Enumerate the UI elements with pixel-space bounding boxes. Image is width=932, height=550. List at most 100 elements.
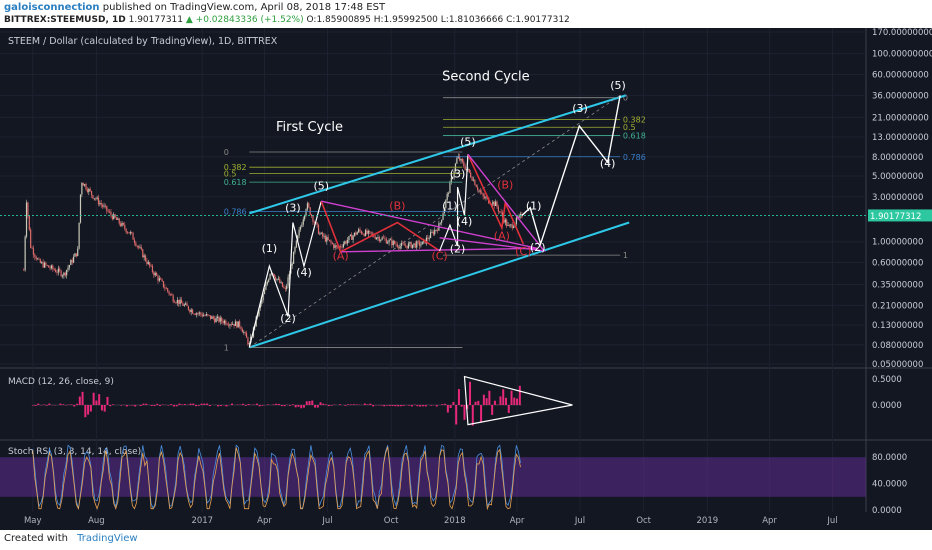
chart-svg[interactable]: 170.00000000 100.00000000 60.00000000 36.00… <box>0 28 932 530</box>
candle-body <box>173 301 176 303</box>
candle-body <box>441 219 443 223</box>
x-tick-label: May <box>24 516 42 526</box>
wave-label: (3) <box>285 201 301 214</box>
candle-body <box>66 269 68 276</box>
candle-body <box>204 315 206 317</box>
candle-body <box>245 332 248 338</box>
candle-body <box>41 262 43 263</box>
candle-body <box>90 190 93 196</box>
candle-body <box>34 254 36 257</box>
wave-label: (3) <box>572 102 588 115</box>
candle-body <box>344 241 346 244</box>
macd-bar <box>156 403 159 405</box>
candle-body <box>56 272 58 273</box>
macd-bar <box>153 405 156 407</box>
x-tick-label: Oct <box>384 516 399 526</box>
current-price-label: 1.90177312 <box>870 212 921 222</box>
candle-body <box>194 314 196 315</box>
candle-body <box>402 243 404 244</box>
candle-body <box>67 267 69 270</box>
candle-body <box>132 232 134 240</box>
macd-bar <box>477 400 480 405</box>
candle-body <box>96 197 98 200</box>
candle-body <box>122 222 124 225</box>
macd-bar <box>131 405 134 406</box>
macd-bar <box>34 405 37 406</box>
candle-body <box>366 230 368 234</box>
candle-body <box>89 188 91 191</box>
candle-body <box>97 197 100 205</box>
candle-body <box>43 262 46 268</box>
macd-bar <box>181 404 184 405</box>
candle-body <box>519 214 522 216</box>
candle-body <box>355 232 357 235</box>
candle-body <box>154 272 156 276</box>
macd-bar <box>103 405 106 412</box>
candle-body <box>39 259 41 263</box>
macd-bar <box>242 403 245 405</box>
candle-body <box>226 324 228 326</box>
x-tick-label: Jul <box>321 516 332 526</box>
macd-bar <box>73 405 76 407</box>
wave-label: (1) <box>442 199 458 212</box>
wave-label: (A) <box>333 249 349 262</box>
macd-bar <box>84 405 87 418</box>
price-change: ▲ +0.02843336 (+1.52%) <box>185 15 304 25</box>
candle-body <box>259 303 261 309</box>
macd-bar <box>244 405 247 406</box>
candle-body <box>131 232 133 233</box>
tradingview-logo[interactable]: TradingView <box>77 533 138 544</box>
fib-second-level-label: 0.786 <box>623 153 646 162</box>
candle-body <box>434 230 436 235</box>
macd-bar <box>504 397 507 405</box>
candle-body <box>110 211 112 216</box>
candle-body <box>464 166 466 170</box>
candle-body <box>227 324 230 326</box>
candle-body <box>275 277 277 280</box>
candle-body <box>32 248 35 255</box>
candle-body <box>327 237 329 240</box>
author-link[interactable]: galoisconnection <box>4 2 100 13</box>
candle-body <box>136 245 138 247</box>
macd-bar <box>402 405 405 406</box>
candle-body <box>363 233 365 236</box>
candle-body <box>158 278 160 281</box>
candle-body <box>504 219 506 223</box>
candle-body <box>103 205 105 207</box>
macd-bar <box>410 405 413 407</box>
candle-body <box>389 239 392 241</box>
macd-bar <box>189 403 192 405</box>
candle-body <box>142 249 144 258</box>
candle-body <box>258 308 260 316</box>
candle-body <box>74 253 76 257</box>
candle-body <box>133 239 136 243</box>
candle-body <box>77 248 79 256</box>
candle-body <box>207 314 209 316</box>
candle-body <box>427 237 429 239</box>
candle-body <box>330 240 332 243</box>
macd-bar <box>300 405 303 409</box>
candle-body <box>219 317 221 322</box>
macd-bar <box>150 405 153 406</box>
candle-body <box>68 265 71 268</box>
macd-bar <box>272 404 275 405</box>
x-tick-label: 2019 <box>697 516 719 526</box>
macd-y-tick: 0.5000 <box>872 375 902 385</box>
candle-body <box>23 269 25 271</box>
candle-body <box>479 190 481 193</box>
y-tick-label: 170.00000000 <box>872 28 932 38</box>
candle-body <box>191 309 194 314</box>
candle-body <box>218 316 220 322</box>
wave-label: (2) <box>280 312 296 325</box>
candle-body <box>262 294 264 301</box>
candle-body <box>301 224 303 227</box>
macd-bar <box>510 390 513 405</box>
candle-body <box>382 237 385 239</box>
first-cycle-correction-path <box>320 200 441 253</box>
candle-body <box>511 224 513 228</box>
candle-body <box>418 241 421 246</box>
candle-body <box>453 171 455 178</box>
projected-wave-path <box>521 95 621 247</box>
chart-area[interactable]: 170.00000000 100.00000000 60.00000000 36.00… <box>0 28 932 530</box>
macd-bar <box>444 403 447 405</box>
